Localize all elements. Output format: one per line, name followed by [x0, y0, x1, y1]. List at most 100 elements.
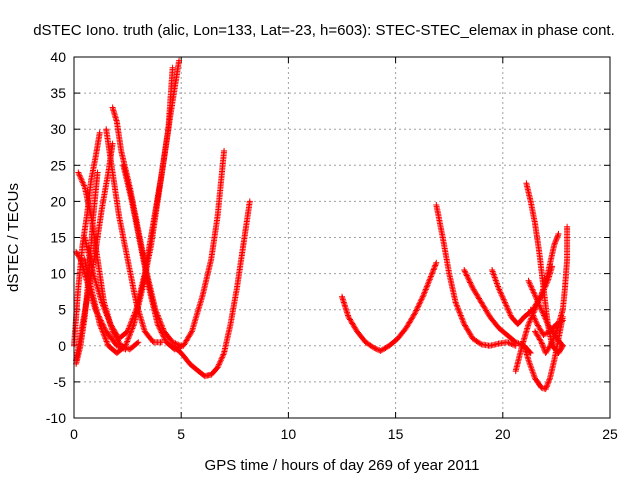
data-point [94, 157, 97, 159]
data-point [514, 370, 517, 372]
data-point [523, 316, 526, 318]
data-point [553, 359, 556, 362]
series-8 [103, 126, 165, 346]
data-point [171, 67, 174, 69]
data-point [83, 258, 86, 260]
data-point [139, 243, 142, 246]
data-point [131, 200, 133, 203]
data-point [534, 377, 536, 380]
y-tick-label: 5 [58, 302, 66, 318]
data-point [517, 323, 519, 325]
data-point [83, 186, 86, 188]
data-point [203, 375, 206, 377]
data-point [107, 171, 110, 174]
data-point [566, 225, 568, 228]
y-tick-label: 25 [50, 157, 66, 173]
x-tick-label: 15 [388, 426, 404, 442]
data-point [506, 341, 508, 343]
data-point [201, 294, 204, 297]
data-point [116, 352, 118, 354]
data-point [553, 243, 556, 246]
data-point [555, 323, 558, 325]
data-point [105, 330, 107, 333]
y-axis-label: dSTEC / TECUs [5, 183, 22, 292]
data-point [143, 330, 146, 333]
data-point [133, 323, 135, 325]
data-point [414, 312, 416, 315]
x-tick-label: 5 [177, 426, 185, 442]
data-point [534, 308, 536, 311]
data-point [379, 350, 382, 352]
data-point [197, 370, 200, 372]
data-point [98, 323, 101, 325]
data-point [396, 337, 399, 340]
series-10 [169, 198, 253, 380]
data-point [540, 308, 543, 311]
data-point [388, 345, 390, 347]
data-point [562, 345, 564, 347]
data-point [463, 323, 466, 325]
series-20 [527, 306, 566, 338]
data-point [454, 301, 457, 304]
data-point [480, 343, 483, 346]
data-point [356, 330, 358, 333]
data-point [120, 150, 122, 152]
data-point [489, 316, 491, 318]
data-point [137, 341, 140, 343]
data-point [557, 352, 560, 354]
data-point [98, 132, 101, 134]
data-point [527, 323, 530, 325]
data-point [90, 215, 92, 217]
data-point [514, 345, 517, 347]
data-point [171, 345, 174, 347]
data-point [540, 341, 543, 343]
data-points [71, 57, 571, 393]
data-point [534, 222, 536, 224]
y-tick-label: -10 [46, 410, 66, 426]
data-point [116, 121, 118, 123]
data-point [435, 204, 438, 206]
x-axis-label: GPS time / hours of day 269 of year 2011 [205, 457, 480, 474]
series-11 [339, 259, 440, 354]
data-point [529, 308, 532, 311]
data-point [109, 323, 112, 325]
data-point [216, 215, 219, 217]
data-point [525, 182, 528, 185]
data-point [547, 272, 549, 275]
data-point [75, 363, 77, 365]
y-tick-label: 40 [50, 49, 66, 65]
data-point [471, 287, 474, 289]
data-point [83, 236, 86, 239]
data-point [564, 287, 566, 289]
y-tick-label: 0 [58, 338, 66, 354]
data-point [514, 341, 517, 343]
data-point [75, 359, 77, 362]
data-point [79, 258, 82, 260]
series-6 [81, 57, 183, 342]
data-point [236, 287, 238, 289]
data-point [497, 342, 500, 345]
series-12 [433, 202, 519, 349]
data-point [435, 261, 438, 264]
data-point [86, 215, 88, 217]
data-point [92, 272, 95, 275]
data-point [182, 345, 185, 347]
data-point [107, 345, 110, 347]
series-markers [120, 147, 228, 353]
data-point [152, 341, 155, 343]
data-point [152, 222, 155, 224]
data-point [471, 337, 474, 340]
plot-frame [73, 56, 611, 419]
data-point [551, 341, 553, 343]
data-point [373, 347, 375, 349]
data-point [538, 251, 541, 253]
data-point [491, 269, 493, 271]
data-point [178, 59, 180, 62]
data-point [105, 128, 107, 130]
data-point [77, 287, 80, 289]
data-point [81, 323, 84, 325]
data-point [135, 301, 137, 304]
data-point [506, 334, 508, 336]
data-point [77, 171, 80, 174]
